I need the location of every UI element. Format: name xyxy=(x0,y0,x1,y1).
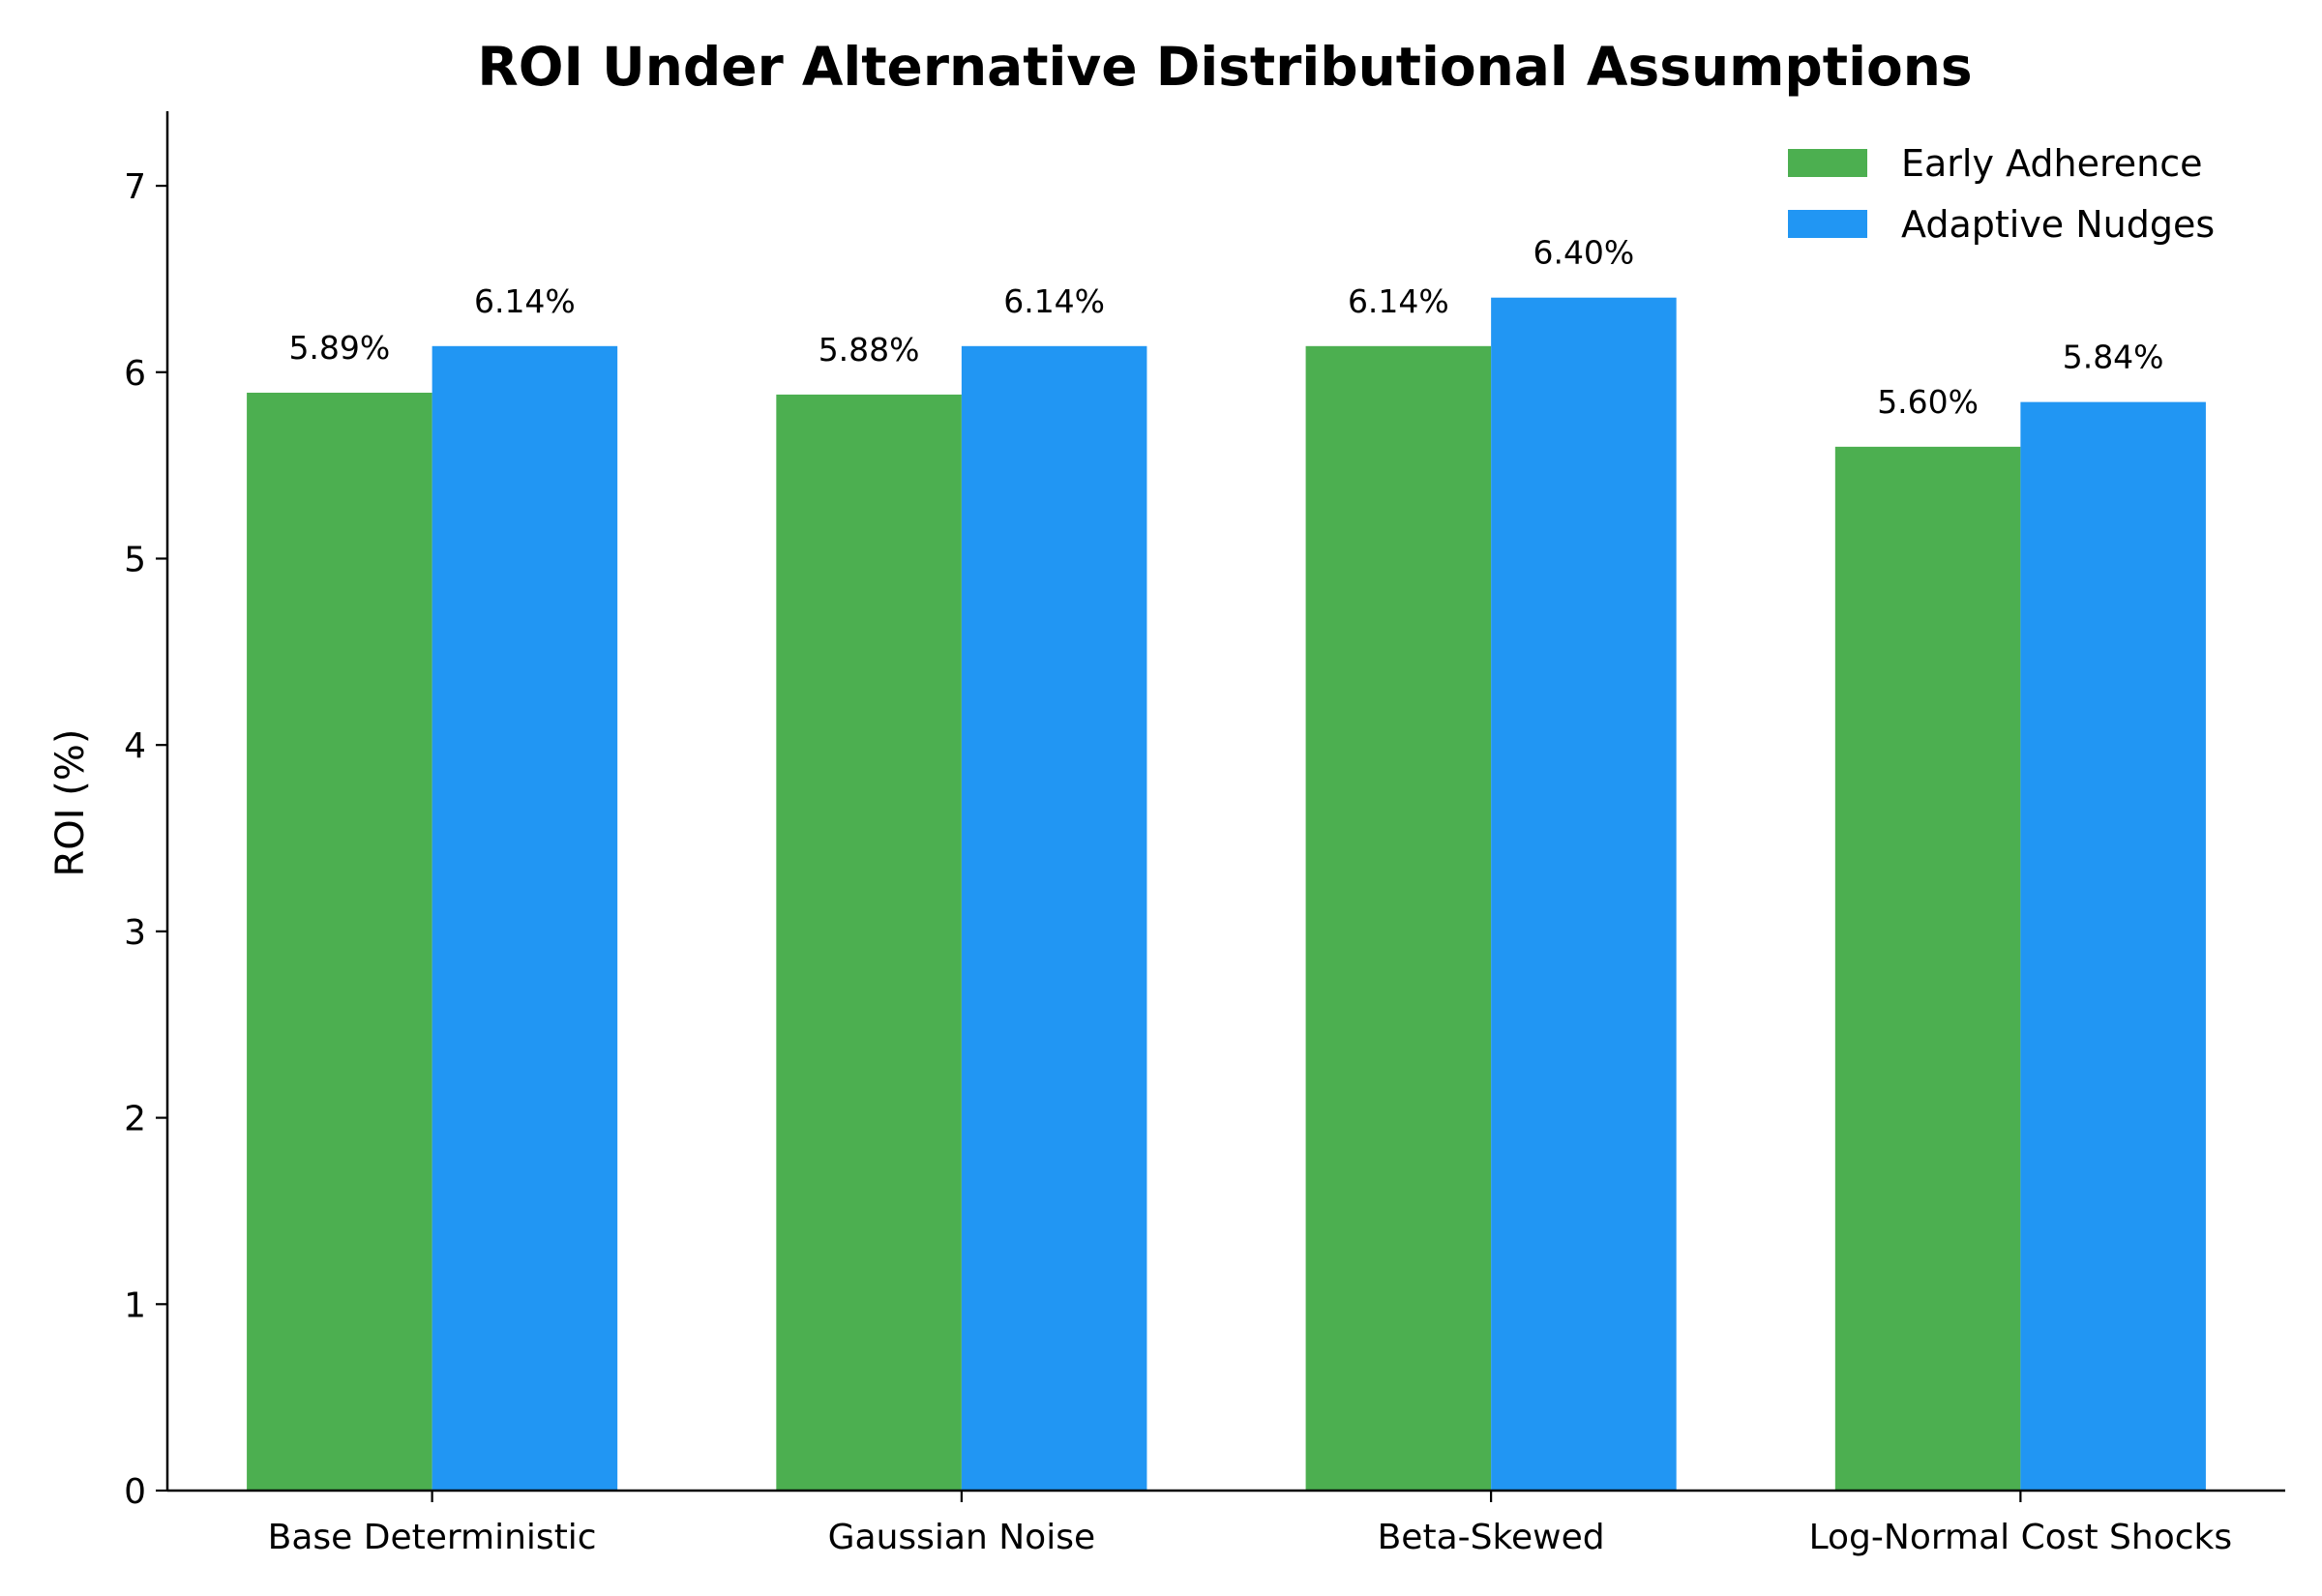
x-tick-label: Gaussian Noise xyxy=(828,1518,1095,1557)
bar-early-adherence-3 xyxy=(1305,345,1492,1491)
y-axis-label: ROI (%) xyxy=(48,728,93,876)
x-tick-label: Beta-Skewed xyxy=(1378,1518,1605,1557)
y-tick-label: 3 xyxy=(124,913,146,953)
bar-value-label: 5.88% xyxy=(819,331,920,369)
y-tick-label: 0 xyxy=(124,1472,146,1512)
plot-area: 5.89% 5.88% 6.14% 5.60% 6.14% 6.14% 6.40% 5.84%… xyxy=(124,111,2285,1557)
bar-value-label: 6.14% xyxy=(1348,282,1449,320)
legend-swatch xyxy=(1788,149,1867,177)
bar-adaptive-nudges-1 xyxy=(432,345,618,1491)
bar-early-adherence-4 xyxy=(1834,446,2021,1491)
y-tick-label: 7 xyxy=(124,167,146,207)
bar-value-label: 5.89% xyxy=(288,329,390,367)
x-tick-label: Base Deterministic xyxy=(268,1518,597,1557)
legend-label: Early Adherence xyxy=(1901,142,2202,185)
bar-adaptive-nudges-3 xyxy=(1491,297,1677,1492)
bar-value-label: 6.14% xyxy=(474,282,576,320)
bar-value-label: 5.60% xyxy=(1877,383,1979,421)
y-tick-label: 4 xyxy=(124,726,146,766)
legend-swatch xyxy=(1788,210,1867,238)
bar-value-label: 6.14% xyxy=(1003,282,1105,320)
bar-early-adherence-1 xyxy=(247,392,432,1492)
y-tick-label: 1 xyxy=(124,1286,146,1325)
y-tick-label: 5 xyxy=(124,540,146,579)
chart-title: ROI Under Alternative Distributional Ass… xyxy=(477,36,1972,98)
bar-value-label: 6.40% xyxy=(1533,234,1634,272)
bar-early-adherence-2 xyxy=(776,394,962,1491)
legend-label: Adaptive Nudges xyxy=(1901,203,2215,246)
legend: Early Adherence Adaptive Nudges xyxy=(1788,142,2215,246)
y-tick-label: 2 xyxy=(124,1100,146,1139)
bar-adaptive-nudges-4 xyxy=(2020,401,2206,1491)
bar-adaptive-nudges-2 xyxy=(961,345,1147,1491)
y-tick-label: 6 xyxy=(124,354,146,394)
bar-value-label: 5.84% xyxy=(2063,339,2164,376)
x-tick-label: Log-Normal Cost Shocks xyxy=(1809,1518,2233,1557)
